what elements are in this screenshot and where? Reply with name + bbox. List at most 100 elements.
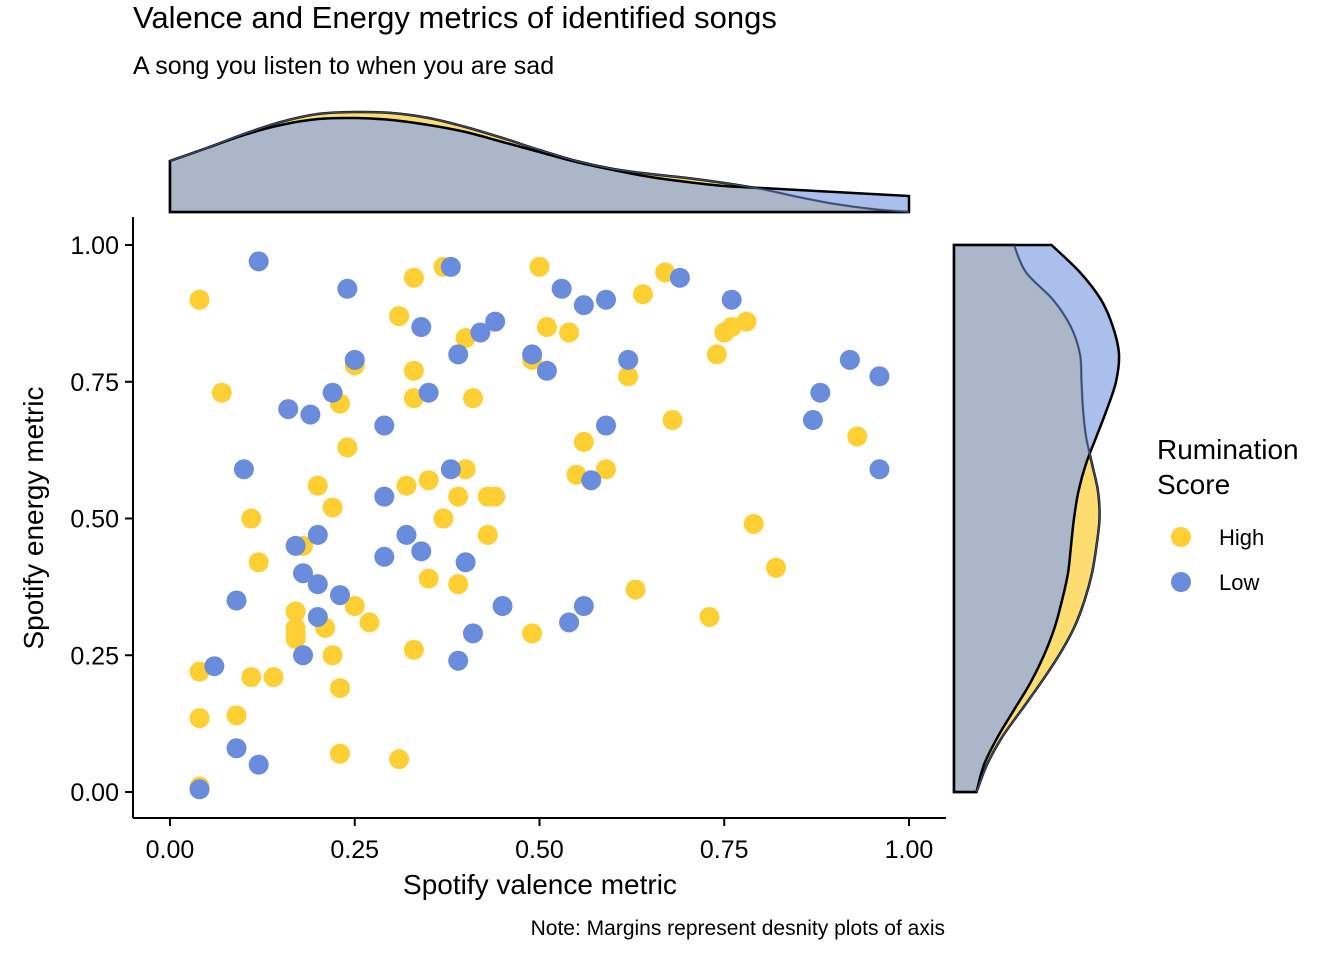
legend: Rumination Score High Low bbox=[1157, 434, 1299, 595]
point-high bbox=[248, 552, 269, 573]
point-low bbox=[440, 459, 461, 480]
chart-caption: Note: Margins represent desnity plots of… bbox=[531, 917, 945, 940]
y-tick-label: 0.25 bbox=[70, 642, 119, 670]
point-low bbox=[344, 349, 365, 370]
point-low bbox=[669, 267, 690, 288]
point-high bbox=[618, 366, 639, 387]
point-high bbox=[285, 628, 306, 649]
point-low bbox=[551, 278, 572, 299]
right-density-high-outline bbox=[975, 244, 1101, 793]
point-low bbox=[618, 349, 639, 370]
point-high bbox=[662, 410, 683, 431]
point-low bbox=[411, 317, 432, 338]
point-high bbox=[403, 267, 424, 288]
x-tick-label: 0.25 bbox=[330, 836, 379, 864]
legend-title-line-2: Score bbox=[1157, 469, 1230, 500]
point-low bbox=[411, 541, 432, 562]
point-high bbox=[477, 524, 498, 545]
y-tick-label: 0.00 bbox=[70, 779, 119, 807]
point-high bbox=[448, 486, 469, 507]
point-high bbox=[847, 426, 868, 447]
point-high bbox=[462, 388, 483, 409]
point-high bbox=[337, 437, 358, 458]
point-high bbox=[285, 601, 306, 622]
point-low bbox=[440, 256, 461, 277]
point-low bbox=[248, 754, 269, 775]
point-low bbox=[485, 311, 506, 332]
point-low bbox=[418, 382, 439, 403]
point-high bbox=[189, 289, 210, 310]
point-low bbox=[300, 404, 321, 425]
point-low bbox=[596, 415, 617, 436]
point-low bbox=[448, 344, 469, 365]
point-high bbox=[522, 623, 543, 644]
point-low bbox=[248, 251, 269, 272]
point-high bbox=[403, 639, 424, 660]
point-low bbox=[233, 459, 254, 480]
point-high bbox=[448, 574, 469, 595]
point-high bbox=[596, 459, 617, 480]
point-low bbox=[721, 289, 742, 310]
top-density-high-outline bbox=[169, 111, 910, 213]
point-high bbox=[529, 256, 550, 277]
point-low bbox=[374, 415, 395, 436]
point-high bbox=[625, 579, 646, 600]
point-low bbox=[573, 596, 594, 617]
point-low bbox=[293, 645, 314, 666]
right-marginal-density bbox=[952, 243, 1121, 794]
point-high bbox=[322, 645, 343, 666]
x-axis-ticks: 0.00 0.25 0.50 0.75 1.00 bbox=[146, 818, 934, 864]
point-high bbox=[322, 497, 343, 518]
point-high bbox=[736, 311, 757, 332]
point-low bbox=[596, 289, 617, 310]
y-tick-label: 1.00 bbox=[70, 232, 119, 260]
point-high bbox=[359, 612, 380, 633]
point-high bbox=[263, 667, 284, 688]
point-low bbox=[226, 590, 247, 611]
point-low bbox=[329, 585, 350, 606]
y-tick-label: 0.75 bbox=[70, 369, 119, 397]
point-high bbox=[241, 508, 262, 529]
x-tick-label: 0.00 bbox=[146, 836, 195, 864]
point-high bbox=[389, 306, 410, 327]
point-low bbox=[374, 486, 395, 507]
top-density-low bbox=[168, 116, 911, 214]
point-high bbox=[743, 513, 764, 534]
point-high bbox=[344, 596, 365, 617]
point-low bbox=[337, 278, 358, 299]
point-high bbox=[189, 708, 210, 729]
x-tick-label: 0.50 bbox=[515, 836, 564, 864]
y-axis-label: Spotify energy metric bbox=[18, 387, 49, 650]
point-high bbox=[573, 431, 594, 452]
point-low bbox=[226, 738, 247, 759]
point-low bbox=[204, 656, 225, 677]
point-high bbox=[536, 317, 557, 338]
data-points bbox=[189, 251, 890, 800]
point-high bbox=[706, 344, 727, 365]
legend-label-high: High bbox=[1219, 525, 1264, 550]
point-low bbox=[869, 366, 890, 387]
point-low bbox=[374, 546, 395, 567]
point-high bbox=[433, 508, 454, 529]
point-low bbox=[802, 410, 823, 431]
point-high bbox=[559, 322, 580, 343]
legend-title-line-1: Rumination bbox=[1157, 434, 1299, 465]
point-low bbox=[581, 470, 602, 491]
point-low bbox=[470, 322, 491, 343]
point-high bbox=[241, 667, 262, 688]
point-low bbox=[492, 596, 513, 617]
point-high bbox=[418, 568, 439, 589]
point-low bbox=[293, 563, 314, 584]
point-low bbox=[536, 360, 557, 381]
x-tick-label: 0.75 bbox=[700, 836, 749, 864]
x-tick-label: 1.00 bbox=[885, 836, 934, 864]
point-low bbox=[396, 524, 417, 545]
point-low bbox=[810, 382, 831, 403]
point-low bbox=[522, 344, 543, 365]
y-axis-ticks: 0.00 0.25 0.50 0.75 1.00 bbox=[70, 232, 133, 807]
point-high bbox=[485, 486, 506, 507]
point-low bbox=[189, 779, 210, 800]
point-low bbox=[839, 349, 860, 370]
top-marginal-density bbox=[168, 110, 911, 214]
